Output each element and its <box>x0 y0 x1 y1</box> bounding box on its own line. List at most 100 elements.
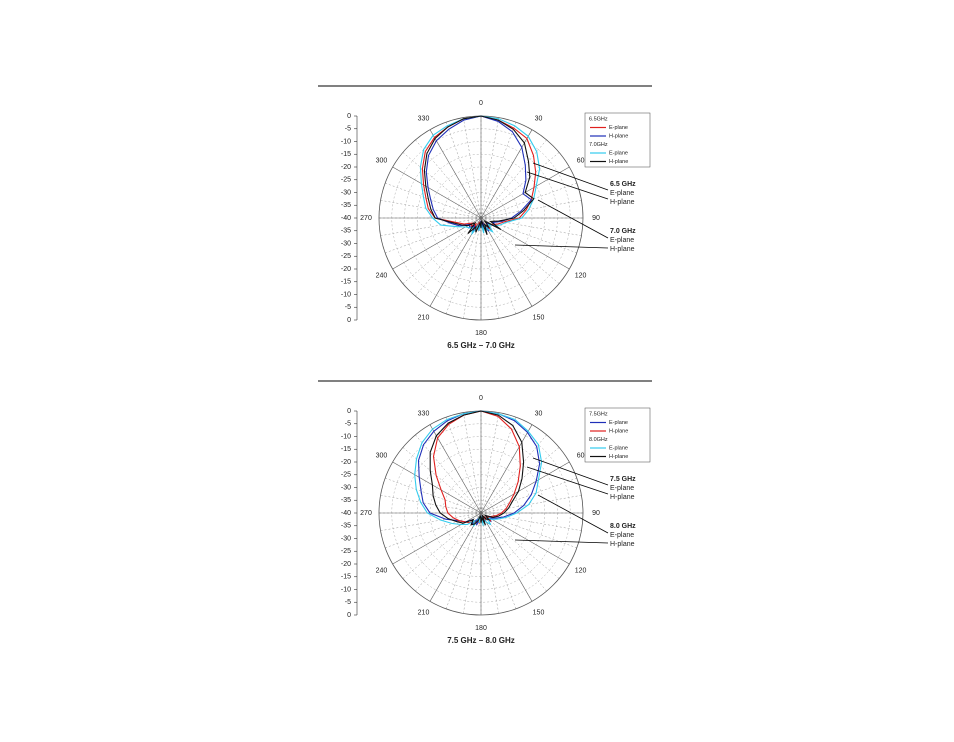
angle-axis <box>480 424 533 514</box>
legend-group-title: 6.5GHz <box>589 116 608 122</box>
angle-label: 300 <box>376 157 388 164</box>
radial-grid <box>463 512 482 614</box>
radial-grid <box>480 417 517 514</box>
leader-line <box>514 244 609 249</box>
annotation-text: 6.5 GHz <box>610 181 636 188</box>
db-tick-label: 0 <box>347 408 351 415</box>
radial-grid <box>480 139 547 219</box>
angle-axis <box>480 217 533 307</box>
angle-label: 30 <box>535 410 543 417</box>
radial-grid <box>445 417 482 514</box>
legend-box <box>584 112 651 168</box>
radial-grid <box>380 200 482 219</box>
radial-grid <box>402 217 482 284</box>
radial-grid <box>380 495 482 514</box>
caption: 7.5 GHz – 8.0 GHz <box>447 636 515 645</box>
annotation-text: E-plane <box>610 532 634 539</box>
db-tick-label: -30 <box>341 535 351 542</box>
angle-axis <box>429 424 482 514</box>
leader-line <box>526 171 609 200</box>
angle-label: 30 <box>535 115 543 122</box>
angle-label: 240 <box>376 272 388 279</box>
db-tick-label: -15 <box>341 151 351 158</box>
radial-grid <box>402 152 482 219</box>
angle-label: 150 <box>533 609 545 616</box>
angle-label: 330 <box>418 115 430 122</box>
angle-label: 120 <box>575 567 587 574</box>
legend-box <box>584 407 651 463</box>
legend-label: H-plane <box>609 133 628 139</box>
radial-grid <box>385 512 482 549</box>
db-tick-label: -5 <box>345 599 351 606</box>
radial-grid <box>445 217 482 314</box>
db-tick-label: -20 <box>341 266 351 273</box>
annotation-text: 8.0 GHz <box>610 523 636 530</box>
legend-group-title: 7.5GHz <box>589 411 608 417</box>
angle-label: 300 <box>376 452 388 459</box>
caption: 6.5 GHz – 7.0 GHz <box>447 341 515 350</box>
angle-label: 240 <box>376 567 388 574</box>
db-tick-label: -25 <box>341 548 351 555</box>
pattern-line <box>429 410 525 526</box>
radial-grid <box>445 512 482 609</box>
annotation-text: H-plane <box>610 246 635 253</box>
annotation-text: H-plane <box>610 199 635 206</box>
annotation-text: 7.0 GHz <box>610 228 636 235</box>
db-tick-label: -20 <box>341 561 351 568</box>
leader-line <box>537 494 609 534</box>
db-tick-label: -25 <box>341 472 351 479</box>
db-tick-label: -5 <box>345 126 351 133</box>
leader-line <box>532 457 609 486</box>
db-tick-label: -15 <box>341 446 351 453</box>
radial-grid <box>385 477 482 514</box>
angle-label: 90 <box>592 510 600 517</box>
angle-label: 120 <box>575 272 587 279</box>
db-tick-label: -30 <box>341 240 351 247</box>
db-tick-label: -10 <box>341 138 351 145</box>
db-tick-label: -15 <box>341 574 351 581</box>
leader-line <box>514 539 609 544</box>
angle-label: 330 <box>418 410 430 417</box>
db-tick-label: 0 <box>347 317 351 324</box>
angle-label: 180 <box>475 330 487 337</box>
db-tick-label: -35 <box>341 497 351 504</box>
radial-grid <box>480 477 577 514</box>
legend-label: H-plane <box>609 428 628 434</box>
leader-line <box>532 162 609 191</box>
db-tick-label: -5 <box>345 304 351 311</box>
radial-grid <box>480 200 582 219</box>
angle-axis <box>392 217 482 270</box>
polar-chart: 0 30 60 90 120 150 180 210 240 270 300 330 0 0 -5 -5 -10… <box>318 85 652 350</box>
angle-label: 270 <box>360 215 372 222</box>
db-tick-label: -25 <box>341 253 351 260</box>
angle-label: 0 <box>479 100 483 107</box>
radial-grid <box>380 512 482 531</box>
radial-grid <box>463 217 482 319</box>
angle-label: 270 <box>360 510 372 517</box>
pattern-line <box>425 115 533 234</box>
angle-axis <box>392 166 482 219</box>
db-tick-label: -10 <box>341 291 351 298</box>
db-tick-label: -35 <box>341 202 351 209</box>
angle-axis <box>392 461 482 514</box>
angle-axis <box>480 512 570 565</box>
db-tick-label: -30 <box>341 189 351 196</box>
radial-grid <box>415 434 482 514</box>
db-tick-label: -40 <box>341 215 351 222</box>
radial-grid <box>445 122 482 219</box>
radial-grid <box>480 447 560 514</box>
db-tick-label: -10 <box>341 586 351 593</box>
radial-grid <box>415 512 482 592</box>
legend-label: H-plane <box>609 454 628 460</box>
db-tick-label: -20 <box>341 164 351 171</box>
angle-label: 210 <box>418 314 430 321</box>
radial-grid <box>480 412 499 514</box>
annotation-text: E-plane <box>610 190 634 197</box>
angle-axis <box>429 129 482 219</box>
angle-label: 0 <box>479 395 483 402</box>
radial-grid <box>402 447 482 514</box>
